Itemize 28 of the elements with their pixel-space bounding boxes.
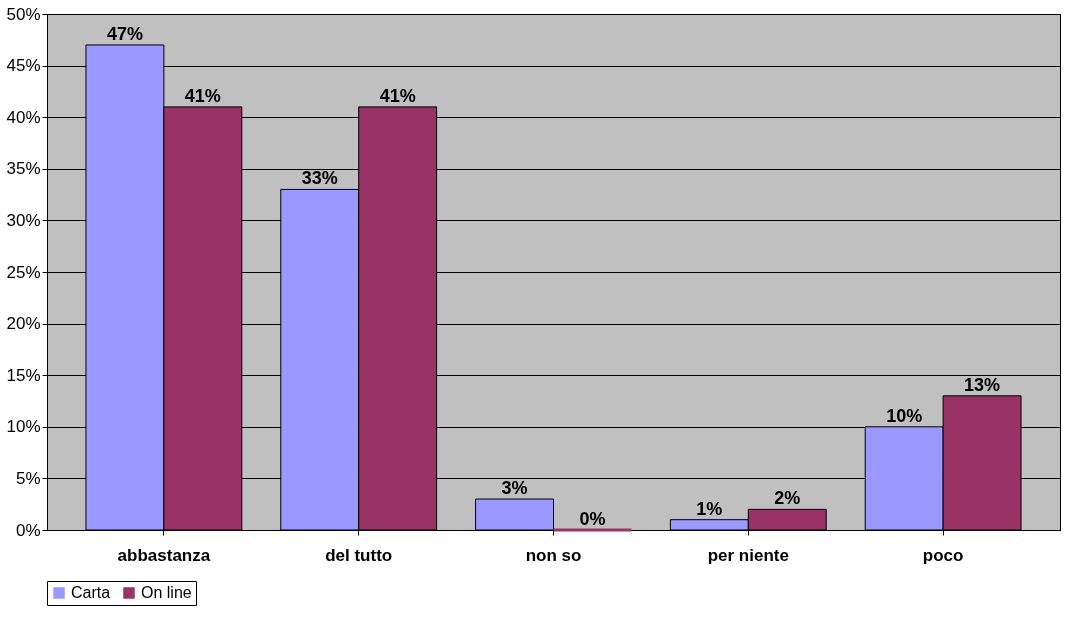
data-label: 1% [696, 498, 723, 519]
legend-label: On line [141, 584, 192, 601]
y-tick-label: 40% [6, 107, 41, 127]
data-label: 41% [379, 85, 416, 106]
y-tick-label: 25% [6, 262, 41, 282]
data-label: 41% [184, 85, 221, 106]
x-tick-label: abbastanza [117, 545, 211, 565]
x-tick-label: non so [525, 545, 582, 565]
y-tick-label: 10% [6, 417, 41, 437]
data-label: 10% [886, 405, 923, 426]
y-tick-label: 15% [6, 365, 41, 385]
data-label: 0% [579, 509, 606, 529]
y-tick-label: 30% [6, 210, 41, 230]
x-tick-label: poco [922, 545, 964, 565]
x-tick-label: per niente [707, 545, 789, 565]
y-tick-label: 0% [15, 520, 41, 540]
data-label: 3% [501, 478, 528, 499]
data-label: 13% [964, 374, 1001, 395]
y-tick-label: 20% [6, 314, 41, 334]
legend-label: Carta [71, 584, 111, 601]
data-label: 2% [774, 488, 801, 509]
y-tick-label: 45% [6, 56, 41, 76]
x-tick-label: del tutto [325, 545, 393, 565]
y-tick-label: 5% [15, 468, 41, 488]
data-label: 33% [301, 168, 338, 189]
y-tick-label: 50% [6, 4, 41, 24]
data-label: 47% [106, 23, 143, 44]
y-tick-label: 35% [6, 159, 41, 179]
